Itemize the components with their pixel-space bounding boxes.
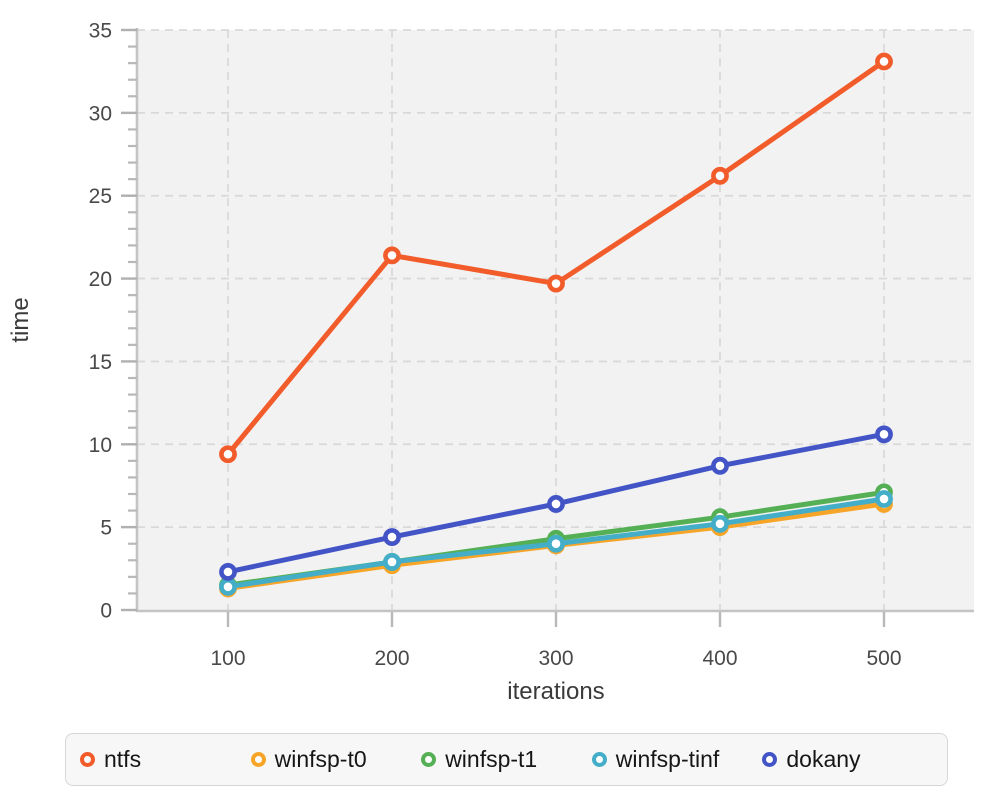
- winfsp-t1-marker-icon: [421, 752, 437, 767]
- x-tick-label: 100: [210, 647, 245, 670]
- legend-label-dokany: dokany: [786, 746, 861, 772]
- ntfs-point: [875, 52, 893, 71]
- x-tick-label: 200: [374, 647, 409, 670]
- y-tick-label: 0: [100, 600, 112, 623]
- y-tick-label: 20: [89, 268, 112, 291]
- y-tick-label: 10: [89, 434, 112, 457]
- x-tick-label: 500: [866, 647, 901, 670]
- y-axis-title: time: [7, 297, 34, 342]
- legend-label-winfsp-t0: winfsp-t0: [274, 746, 367, 772]
- dokany-marker-icon: [762, 752, 778, 767]
- winfsp-tinf-point: [547, 534, 565, 553]
- dokany-point: [383, 528, 401, 546]
- legend-item-dokany[interactable]: dokany: [762, 746, 933, 773]
- y-tick-label: 25: [89, 185, 112, 208]
- legend-item-winfsp-t0[interactable]: winfsp-t0: [250, 746, 422, 773]
- dokany-point: [875, 425, 893, 444]
- y-tick-label: 15: [89, 351, 112, 374]
- x-axis-title: iterations: [507, 678, 604, 705]
- legend-label-winfsp-t1: winfsp-t1: [445, 746, 538, 772]
- legend-label-winfsp-tinf: winfsp-tinf: [615, 746, 720, 772]
- chart-legend: ntfs winfsp-t0 winfsp-t1 winfsp-tinf dokany: [65, 733, 948, 786]
- legend-item-winfsp-tinf[interactable]: winfsp-tinf: [591, 746, 763, 773]
- plot-canvas: 0 5 10 15 20 25 30 35 100 200 300 400 500 time iterati…: [7, 20, 974, 705]
- series-dokany: [219, 425, 893, 581]
- winfsp-tinf-marker-icon: [591, 752, 607, 767]
- series-ntfs: [219, 52, 893, 464]
- line-chart: 0 5 10 15 20 25 30 35 100 200 300 400 500 time iterati…: [7, 20, 974, 705]
- y-tick-label: 5: [100, 517, 112, 540]
- ntfs-point: [219, 445, 237, 464]
- legend-item-winfsp-t1[interactable]: winfsp-t1: [421, 746, 592, 773]
- y-tick-label: 35: [89, 20, 112, 43]
- ntfs-marker-icon: [80, 752, 95, 767]
- winfsp-tinf-point: [875, 490, 893, 508]
- winfsp-tinf-point: [219, 577, 237, 596]
- ntfs-point: [711, 166, 729, 185]
- legend-label-ntfs: ntfs: [104, 746, 142, 772]
- y-tick-label: 30: [89, 102, 112, 125]
- dokany-point: [547, 495, 565, 513]
- dokany-point: [711, 456, 729, 475]
- ntfs-point: [547, 274, 565, 293]
- x-tick-label: 400: [702, 647, 737, 670]
- winfsp-tinf-point: [711, 514, 729, 533]
- x-tick-label: 300: [538, 647, 573, 670]
- winfsp-t0-marker-icon: [250, 752, 266, 767]
- legend-item-ntfs[interactable]: ntfs: [80, 746, 251, 773]
- series-winfsp-tinf: [219, 490, 893, 596]
- winfsp-tinf-point: [383, 553, 401, 571]
- ntfs-point: [383, 246, 401, 265]
- dokany-point: [219, 562, 237, 581]
